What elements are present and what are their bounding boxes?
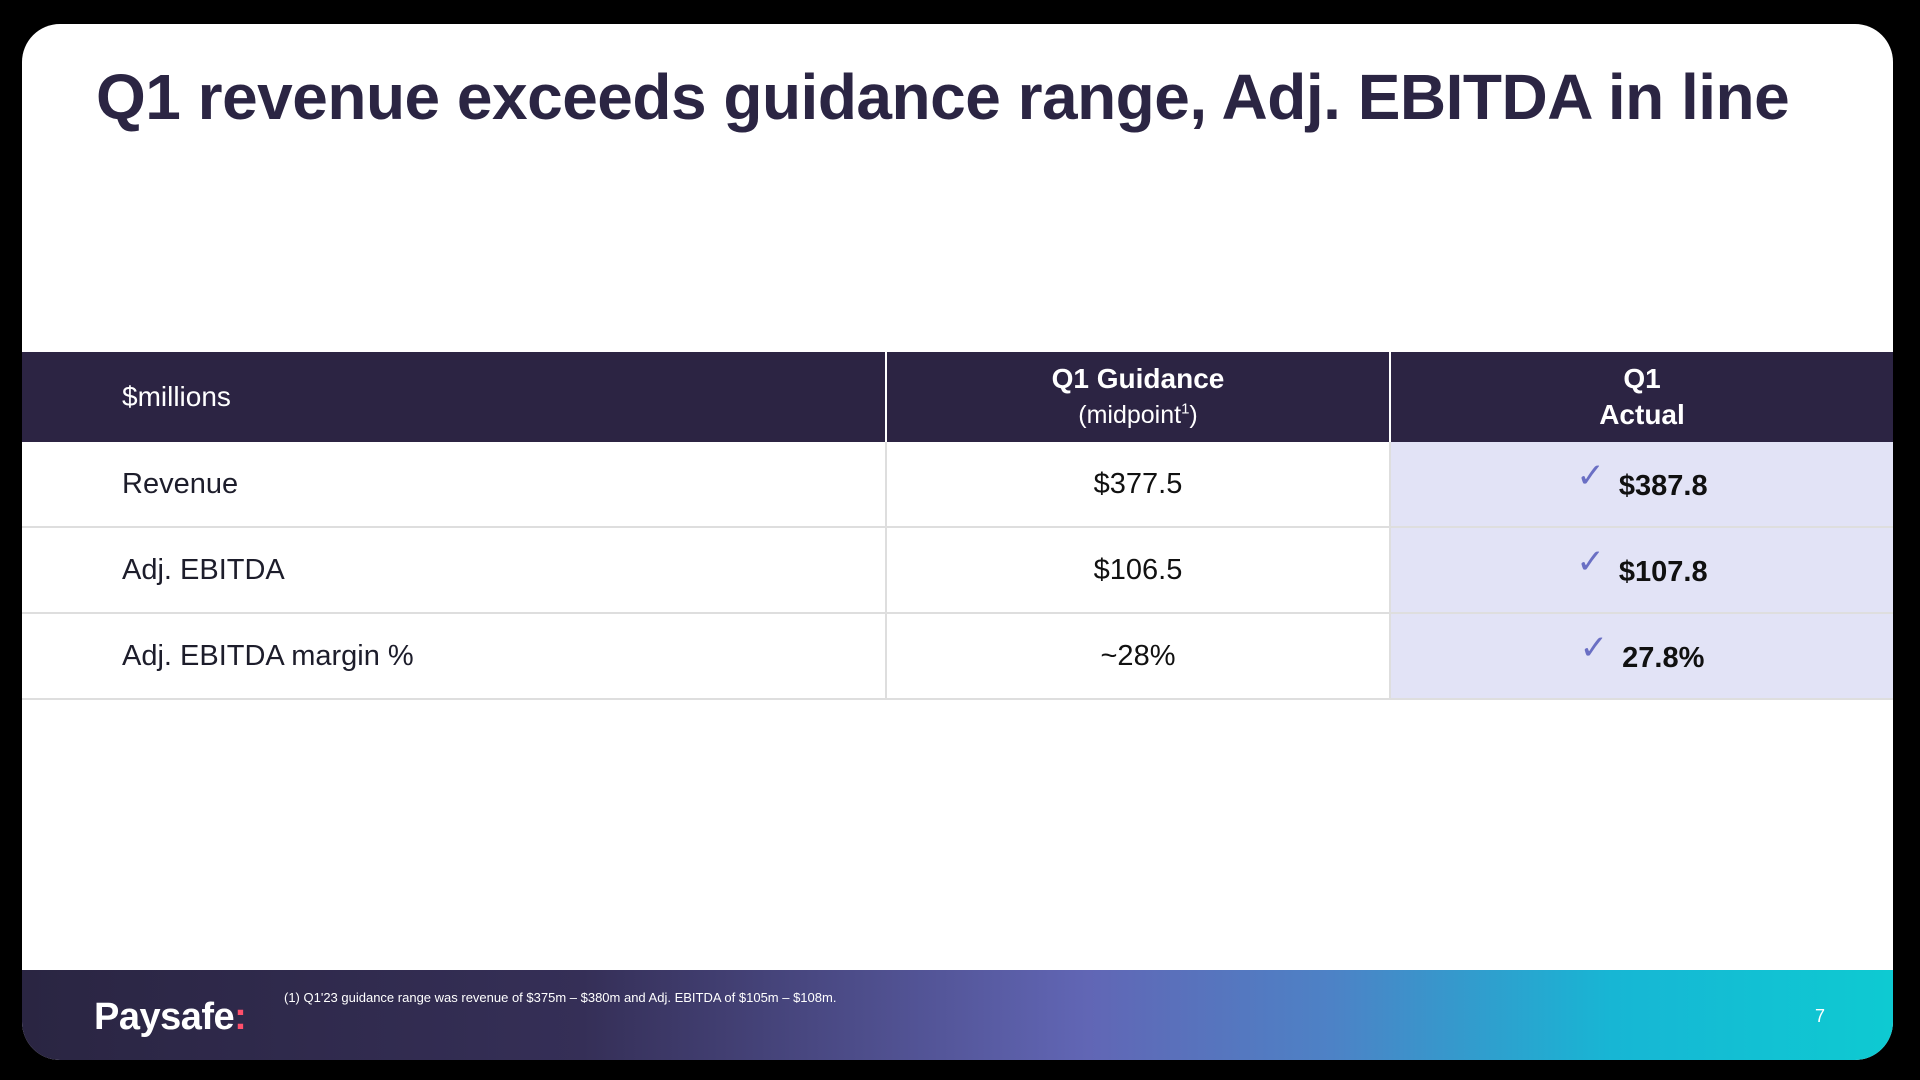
header-actual: Q1 Actual: [1389, 352, 1893, 442]
header-guidance-sub-text: (midpoint: [1078, 401, 1182, 429]
guidance-table: $millions Q1 Guidance (midpoint1) Q1 Act…: [22, 352, 1893, 700]
header-guidance-sub: (midpoint1): [887, 397, 1389, 433]
check-icon: ✓: [1579, 629, 1609, 667]
table-row: Revenue $377.5 ✓ $387.8: [22, 442, 1893, 528]
guidance-cell: $106.5: [885, 527, 1390, 614]
table-header-row: $millions Q1 Guidance (midpoint1) Q1 Act…: [22, 352, 1893, 442]
logo-text: Paysafe: [94, 996, 235, 1038]
logo-mark: :: [234, 996, 247, 1038]
metric-cell: Adj. EBITDA margin %: [22, 613, 886, 700]
table-row: Adj. EBITDA margin % ~28% ✓ 27.8%: [22, 613, 1893, 700]
footer-bar: Paysafe: (1) Q1'23 guidance range was re…: [22, 970, 1893, 1060]
page-number: 7: [1814, 1006, 1825, 1026]
paysafe-logo: Paysafe:: [94, 996, 247, 1039]
check-icon: ✓: [1576, 543, 1605, 581]
slide: Q1 revenue exceeds guidance range, Adj. …: [22, 24, 1893, 1060]
footnote-marker: 1: [1181, 400, 1190, 418]
table-row: Adj. EBITDA $106.5 ✓ $107.8: [22, 527, 1893, 614]
actual-value: $107.8: [1618, 556, 1708, 588]
header-guidance-label: Q1 Guidance: [1051, 363, 1225, 394]
guidance-cell: $377.5: [885, 442, 1390, 528]
actual-cell: ✓ $387.8: [1389, 442, 1893, 528]
actual-cell: ✓ $107.8: [1389, 527, 1893, 614]
metric-cell: Revenue: [22, 442, 886, 528]
header-guidance-sub-close: ): [1189, 401, 1198, 429]
check-icon: ✓: [1576, 457, 1605, 495]
header-guidance: Q1 Guidance (midpoint1): [885, 352, 1390, 442]
header-actual-line2: Actual: [1599, 399, 1685, 430]
header-unit: $millions: [22, 352, 886, 442]
actual-value: $387.8: [1618, 470, 1708, 502]
slide-title: Q1 revenue exceeds guidance range, Adj. …: [96, 61, 1790, 133]
actual-cell: ✓ 27.8%: [1389, 613, 1893, 700]
actual-value: 27.8%: [1622, 642, 1705, 674]
footnote: (1) Q1'23 guidance range was revenue of …: [284, 990, 837, 1005]
metric-cell: Adj. EBITDA: [22, 527, 886, 614]
header-actual-line1: Q1: [1623, 363, 1661, 394]
guidance-cell: ~28%: [885, 613, 1390, 700]
